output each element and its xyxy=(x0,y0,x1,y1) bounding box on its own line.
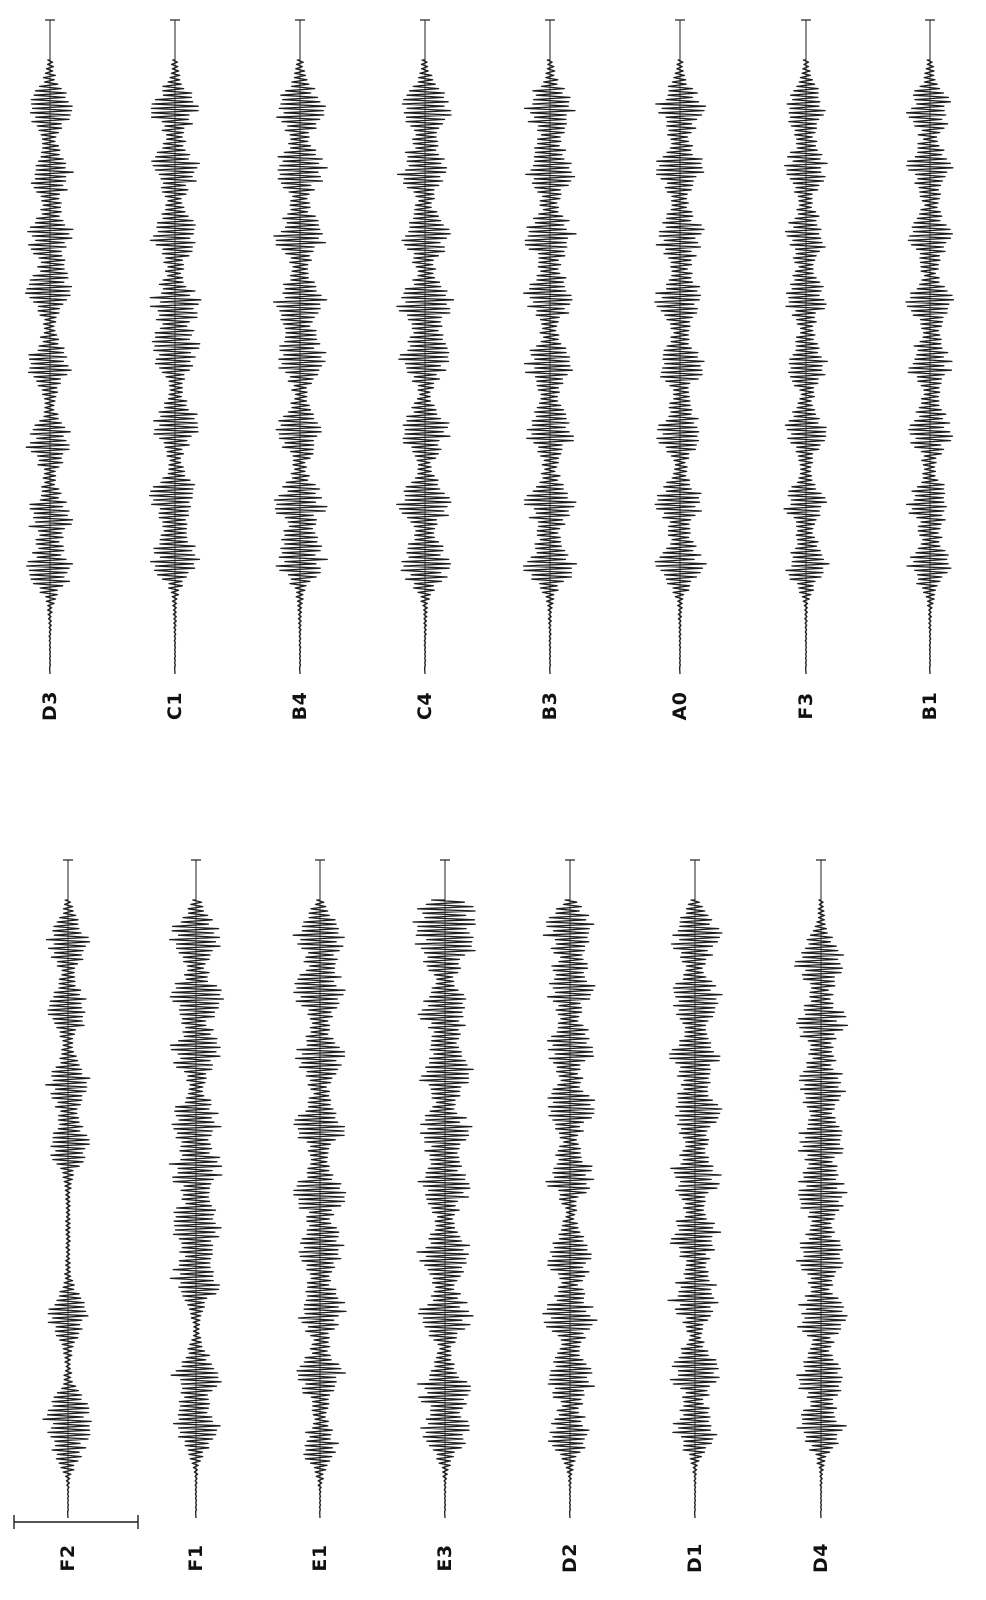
trace-label-f3: F3 xyxy=(795,692,817,720)
waveform-signal xyxy=(396,59,455,675)
waveform-signal xyxy=(542,899,598,1519)
waveform-A0 xyxy=(654,19,707,675)
waveform-signal xyxy=(522,59,578,675)
waveform-B1 xyxy=(905,19,955,675)
waveform-signal xyxy=(905,59,955,675)
waveform-D4 xyxy=(793,859,849,1519)
waveform-signal xyxy=(783,59,830,675)
waveform-E3 xyxy=(412,859,476,1519)
trace-label-b4: B4 xyxy=(289,691,311,721)
waveform-D1 xyxy=(667,859,723,1519)
trace-label-a0: A0 xyxy=(669,691,691,721)
trace-label-f2: F2 xyxy=(57,1544,79,1572)
waveform-signal xyxy=(272,59,328,675)
waveform-F1 xyxy=(168,859,225,1519)
waveform-signal xyxy=(148,59,202,675)
waveform-signal xyxy=(292,899,347,1519)
waveform-D2 xyxy=(542,859,598,1519)
trace-label-e3: E3 xyxy=(434,1544,456,1572)
waveform-signal xyxy=(24,59,74,675)
waveform-D3 xyxy=(24,19,74,675)
waveform-F3 xyxy=(783,19,830,675)
trace-label-e1: E1 xyxy=(309,1544,331,1572)
trace-label-b3: B3 xyxy=(539,691,561,721)
scale-bar xyxy=(13,1515,139,1529)
trace-label-d3: D3 xyxy=(39,691,61,721)
waveform-C4 xyxy=(396,19,455,675)
waveform-signal xyxy=(793,899,849,1519)
waveform-signal xyxy=(412,899,476,1519)
waveform-E1 xyxy=(292,859,347,1519)
waveform-signal xyxy=(42,899,92,1519)
waveform-C1 xyxy=(148,19,202,675)
trace-label-d1: D1 xyxy=(684,1543,706,1573)
trace-label-c1: C1 xyxy=(164,691,186,721)
waveform-signal xyxy=(168,899,225,1519)
trace-label-d4: D4 xyxy=(810,1543,832,1573)
waveform-signal xyxy=(667,899,723,1519)
waveform-B4 xyxy=(272,19,328,675)
trace-label-c4: C4 xyxy=(414,691,436,721)
trace-label-d2: D2 xyxy=(559,1543,581,1573)
trace-label-f1: F1 xyxy=(185,1544,207,1572)
waveform-B3 xyxy=(522,19,578,675)
waveform-signal xyxy=(654,59,707,675)
waveform-F2 xyxy=(42,859,92,1519)
trace-label-b1: B1 xyxy=(919,691,941,721)
